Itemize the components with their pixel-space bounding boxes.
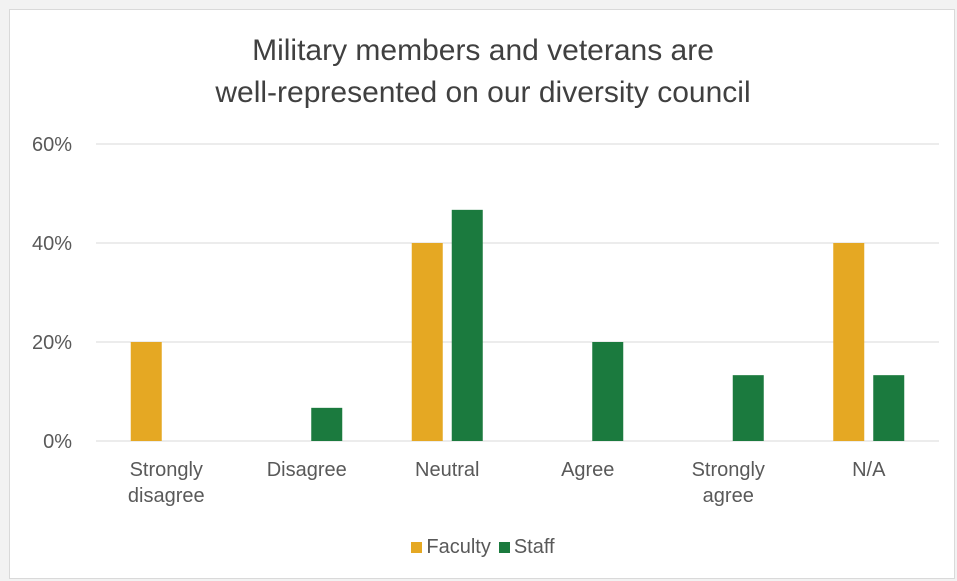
chart-frame: Military members and veterans are well-r… [9,9,955,579]
chart-title-line-2: well-represented on our diversity counci… [215,76,751,109]
legend-swatch-faculty [411,542,423,553]
x-category-label: Disagree [267,459,347,481]
bar-chart: 0% 20% 40% 60% Strongly disagree Disagree Neutr… [32,134,939,507]
bar-staff [873,375,905,441]
x-category-label: N/A [852,459,886,481]
legend: Faculty Staff [10,536,956,559]
legend-item-staff: Staff [498,536,555,559]
bar-faculty [833,243,865,441]
y-tick-label: 0% [43,431,72,453]
chart-title-line-1: Military members and veterans are [252,34,714,67]
y-tick-label: 20% [32,332,72,354]
legend-label-staff: Staff [513,536,555,558]
x-category-label: Strongly agree [692,459,765,507]
legend-swatch-staff [498,542,510,553]
bar-staff [451,209,483,441]
legend-label-faculty: Faculty [426,536,491,558]
bar-faculty [411,243,443,441]
bar-faculty [130,342,162,441]
x-category-label: Agree [561,459,614,481]
x-category-label: Neutral [415,459,479,481]
y-tick-label: 60% [32,134,72,156]
y-tick-label: 40% [32,233,72,255]
x-category-label: Strongly disagree [128,459,205,507]
bar-staff [732,375,764,441]
bar-staff [592,342,624,441]
bar-staff [311,407,343,441]
legend-item-faculty: Faculty [411,536,491,559]
